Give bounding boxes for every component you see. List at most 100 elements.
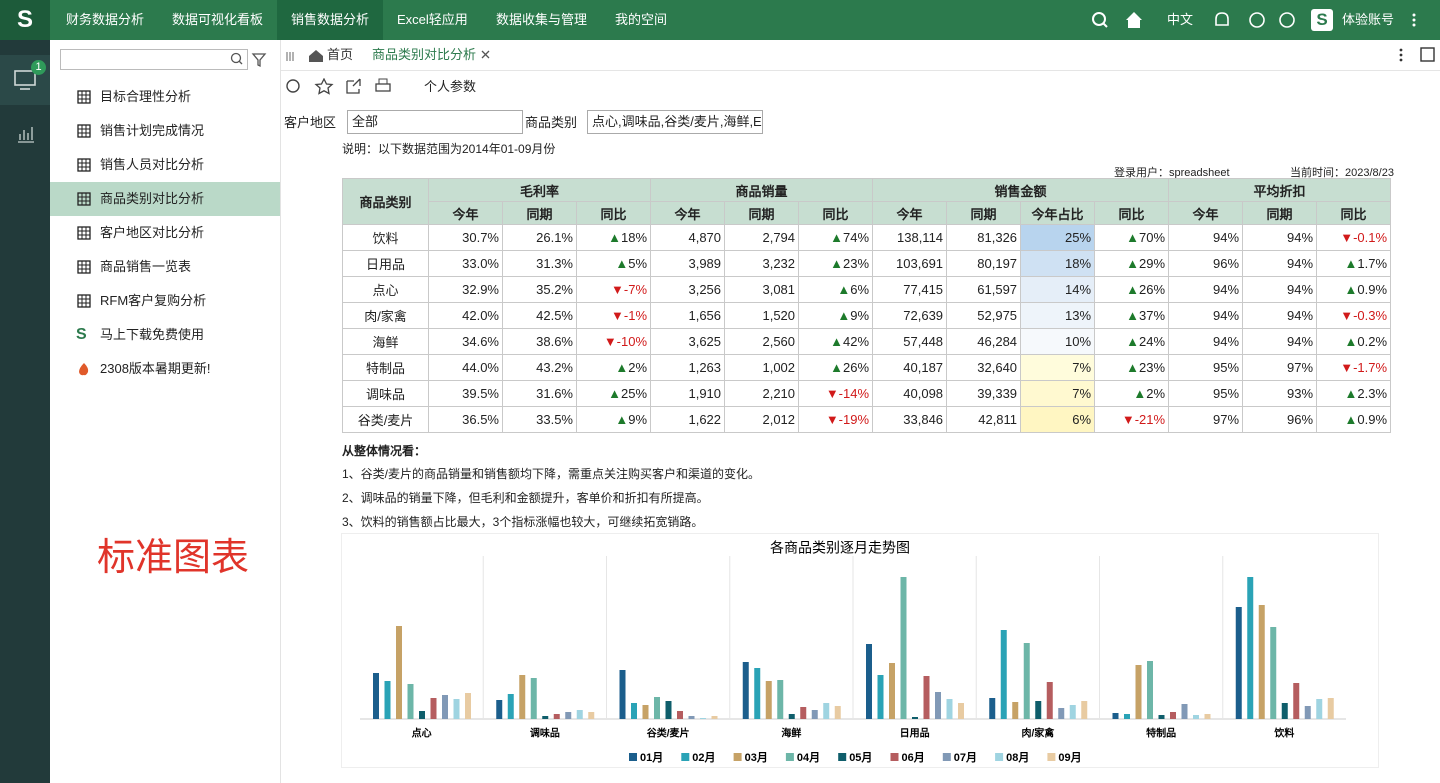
cell: 32.9% bbox=[429, 277, 503, 303]
cell: 39,339 bbox=[947, 381, 1021, 407]
cell: 96% bbox=[1243, 407, 1317, 433]
header-row: 商品类别毛利率商品销量销售金额平均折扣 bbox=[343, 179, 1391, 202]
tab-home[interactable]: 首页 bbox=[327, 40, 353, 70]
menu-item[interactable]: 财务数据分析 bbox=[52, 0, 158, 40]
help-icon[interactable] bbox=[1250, 13, 1264, 27]
bar bbox=[689, 716, 695, 719]
column-header: 同比 bbox=[577, 202, 651, 225]
cell: 95% bbox=[1169, 355, 1243, 381]
tab-close[interactable] bbox=[481, 50, 491, 60]
tab-current[interactable]: 商品类别对比分析 bbox=[372, 40, 476, 70]
tree-item[interactable]: 销售计划完成情况 bbox=[50, 114, 280, 148]
account[interactable]: 体验账号 bbox=[1342, 0, 1394, 40]
menu-item[interactable]: Excel轻应用 bbox=[383, 0, 482, 40]
bar bbox=[465, 693, 471, 719]
refresh-icon[interactable] bbox=[287, 80, 299, 92]
menu-item[interactable]: 销售数据分析 bbox=[277, 0, 383, 40]
cell: 42.5% bbox=[503, 303, 577, 329]
cell: 32,640 bbox=[947, 355, 1021, 381]
bar bbox=[1328, 698, 1334, 719]
home-icon[interactable] bbox=[1126, 12, 1142, 28]
cell: 81,326 bbox=[947, 225, 1021, 251]
search-box[interactable] bbox=[60, 49, 248, 70]
cell: 特制品 bbox=[343, 355, 429, 381]
bar bbox=[1305, 706, 1311, 719]
note: 说明：以下数据范围为2014年01-09月份 bbox=[342, 140, 555, 157]
params[interactable]: 个人参数 bbox=[424, 78, 476, 96]
menu-item[interactable]: 数据可视化看板 bbox=[158, 0, 277, 40]
tree-item[interactable]: 目标合理性分析 bbox=[50, 80, 280, 114]
cell: 61,597 bbox=[947, 277, 1021, 303]
column-header: 同比 bbox=[799, 202, 873, 225]
tree-label: 商品类别对比分析 bbox=[100, 182, 204, 216]
cell: ▲2% bbox=[1095, 381, 1169, 407]
cell: 3,081 bbox=[725, 277, 799, 303]
chart-title: 各商品类别逐月走势图 bbox=[770, 540, 910, 556]
filter-label: 商品类别 bbox=[525, 112, 577, 134]
cell: 调味品 bbox=[343, 381, 429, 407]
bar bbox=[1136, 665, 1142, 719]
tree-item[interactable]: 商品类别对比分析 bbox=[50, 182, 280, 216]
tree-item[interactable]: 销售人员对比分析 bbox=[50, 148, 280, 182]
tree-label: 客户地区对比分析 bbox=[100, 216, 204, 250]
cell: 36.5% bbox=[429, 407, 503, 433]
cell: 1,622 bbox=[651, 407, 725, 433]
bar bbox=[677, 711, 683, 719]
cell: 33.5% bbox=[503, 407, 577, 433]
logo[interactable]: S bbox=[13, 6, 37, 34]
cell: 138,114 bbox=[873, 225, 947, 251]
window-icons[interactable] bbox=[1396, 47, 1436, 63]
column-header: 同比 bbox=[1317, 202, 1391, 225]
cell: 40,098 bbox=[873, 381, 947, 407]
bell-icon[interactable] bbox=[1216, 13, 1228, 25]
cell: ▲26% bbox=[1095, 277, 1169, 303]
chat-icon[interactable] bbox=[1280, 13, 1294, 27]
cell: 33,846 bbox=[873, 407, 947, 433]
cell: ▲0.2% bbox=[1317, 329, 1391, 355]
language[interactable]: 中文 bbox=[1167, 0, 1193, 40]
cell: 33.0% bbox=[429, 251, 503, 277]
more-icon[interactable] bbox=[1410, 12, 1418, 28]
print-icon[interactable] bbox=[376, 84, 390, 91]
tree-item[interactable]: 商品销售一览表 bbox=[50, 250, 280, 284]
tree-item[interactable]: S马上下载免费使用 bbox=[50, 318, 280, 352]
x-tick-label: 特制品 bbox=[1146, 727, 1176, 740]
row: 饮料30.7%26.1%▲18%4,8702,794▲74%138,11481,… bbox=[343, 225, 1391, 251]
cell: 日用品 bbox=[343, 251, 429, 277]
cell: 94% bbox=[1169, 329, 1243, 355]
chart-icon[interactable] bbox=[16, 124, 36, 144]
tree-label: 马上下载免费使用 bbox=[100, 318, 204, 352]
watermark: 标准图表 bbox=[97, 526, 249, 581]
cell: 海鲜 bbox=[343, 329, 429, 355]
x-tick-label: 海鲜 bbox=[781, 727, 801, 740]
cell: ▲42% bbox=[799, 329, 873, 355]
cell: 26.1% bbox=[503, 225, 577, 251]
tree-item[interactable]: RFM客户复购分析 bbox=[50, 284, 280, 318]
column-header: 今年 bbox=[429, 202, 503, 225]
cell: 94% bbox=[1243, 251, 1317, 277]
cell: 44.0% bbox=[429, 355, 503, 381]
share-icon[interactable] bbox=[347, 79, 360, 93]
fire-icon bbox=[77, 362, 91, 376]
cell: ▼-21% bbox=[1095, 407, 1169, 433]
star-icon[interactable] bbox=[316, 79, 332, 94]
bar bbox=[1193, 715, 1199, 719]
tree-item[interactable]: 2308版本暑期更新! bbox=[50, 352, 280, 386]
chart: 各商品类别逐月走势图 点心调味品谷类/麦片海鲜日用品肉/家禽特制品饮料01月02… bbox=[341, 533, 1379, 768]
filter-select[interactable]: 全部 bbox=[347, 110, 523, 134]
bar bbox=[588, 712, 594, 719]
bar bbox=[835, 706, 841, 719]
tree-item[interactable]: 客户地区对比分析 bbox=[50, 216, 280, 250]
menu-item[interactable]: 我的空间 bbox=[601, 0, 681, 40]
bar bbox=[1024, 643, 1030, 719]
bar bbox=[643, 705, 649, 719]
tree-label: 2308版本暑期更新! bbox=[100, 352, 211, 386]
menu-item[interactable]: 数据收集与管理 bbox=[482, 0, 601, 40]
tab-icons bbox=[285, 49, 325, 63]
filter-select[interactable]: 点心,调味品,谷类/麦片,海鲜,E bbox=[587, 110, 763, 134]
row: 点心32.9%35.2%▼-7%3,2563,081▲6%77,41561,59… bbox=[343, 277, 1391, 303]
group-header: 毛利率 bbox=[429, 179, 651, 202]
cell: 94% bbox=[1243, 329, 1317, 355]
bar bbox=[800, 707, 806, 719]
